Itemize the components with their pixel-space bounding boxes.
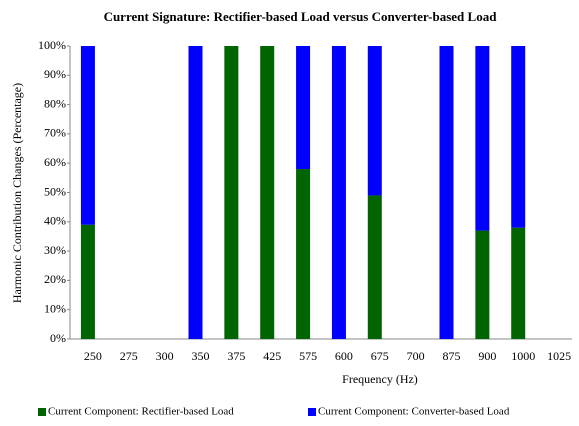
legend-swatch [308, 408, 316, 416]
y-axis-label: Harmonic Contribution Changes (Percentag… [10, 83, 24, 303]
bar-segment [331, 46, 346, 339]
bar-segment [224, 46, 239, 339]
x-tick-label: 675 [371, 349, 389, 363]
y-tick-label: 70% [44, 126, 66, 140]
legend-label: Current Component: Converter-based Load [318, 406, 510, 418]
bar-segment [188, 46, 203, 339]
y-tick-label: 30% [44, 243, 66, 257]
x-axis-label: Frequency (Hz) [342, 372, 418, 386]
y-tick-label: 0% [50, 331, 66, 345]
bar-segment [511, 46, 526, 228]
bar-segment [296, 46, 311, 170]
x-tick-label: 1025 [547, 349, 571, 363]
x-tick-label: 575 [299, 349, 317, 363]
x-tick-label: 875 [443, 349, 461, 363]
bar-segment [475, 46, 490, 231]
x-tick-label: 1000 [511, 349, 535, 363]
bar-segment [260, 46, 275, 339]
x-tick-label: 700 [407, 349, 425, 363]
bar-segment [80, 46, 95, 225]
bar-segment [439, 46, 454, 339]
y-tick-label: 20% [44, 272, 66, 286]
x-tick-label: 600 [335, 349, 353, 363]
x-tick-label: 350 [192, 349, 210, 363]
x-tick-label: 425 [263, 349, 281, 363]
bar-segment [367, 195, 382, 339]
y-tick-label: 50% [44, 184, 66, 198]
bar-segment [511, 227, 526, 339]
x-tick-label: 300 [156, 349, 174, 363]
y-tick-label: 10% [44, 301, 66, 315]
x-tick-label: 250 [84, 349, 102, 363]
bar-segment [296, 169, 311, 339]
y-tick-label: 100% [38, 38, 66, 52]
bar-segment [475, 230, 490, 339]
legend-label: Current Component: Rectifier-based Load [48, 406, 234, 418]
y-tick-label: 40% [44, 214, 66, 228]
legend-swatch [38, 408, 46, 416]
chart-title: Current Signature: Rectifier-based Load … [104, 9, 498, 24]
bar-segment [367, 46, 382, 196]
x-tick-label: 275 [120, 349, 138, 363]
y-tick-label: 90% [44, 67, 66, 81]
bar-segment [80, 224, 95, 339]
x-tick-label: 900 [478, 349, 496, 363]
y-tick-label: 60% [44, 155, 66, 169]
x-tick-label: 375 [227, 349, 245, 363]
y-tick-label: 80% [44, 96, 66, 110]
